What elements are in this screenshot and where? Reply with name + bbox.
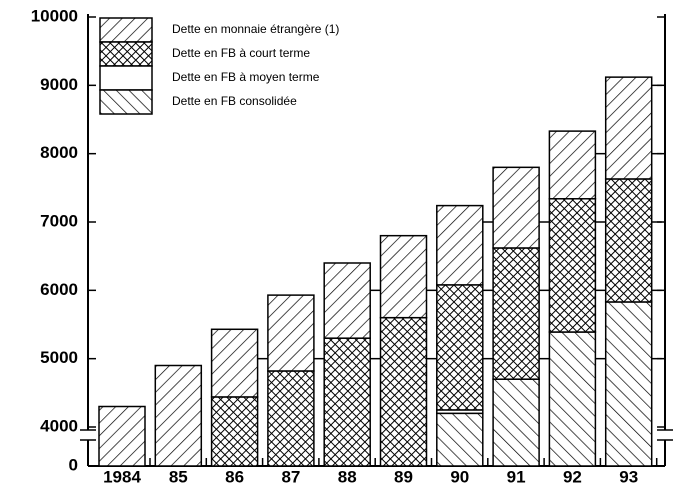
bar-segment	[548, 130, 597, 200]
bar-segment	[436, 412, 484, 467]
bar-segment	[436, 284, 484, 411]
x-tick-label: 90	[450, 467, 469, 486]
x-tick-label: 88	[338, 467, 357, 486]
bar-segment	[436, 204, 484, 286]
bar-segment	[210, 396, 259, 467]
bar-segment	[379, 234, 428, 319]
bar-segment	[267, 294, 315, 372]
x-tick-label: 86	[225, 467, 244, 486]
x-tick-label: 85	[169, 467, 188, 486]
x-tick-label: 91	[507, 467, 526, 486]
x-tick-label: 92	[563, 467, 582, 486]
legend-swatch	[99, 17, 153, 43]
bar-segment	[379, 316, 428, 467]
legend-swatch	[99, 65, 153, 91]
bar-segment	[323, 262, 371, 339]
bar-segment	[267, 370, 315, 467]
legend-label: Dette en FB à court terme	[172, 46, 310, 60]
bar-segment	[154, 364, 203, 467]
y-tick-label: 5000	[40, 348, 78, 367]
bar-segment	[604, 301, 653, 467]
bar-segment	[323, 337, 371, 467]
y-tick-label: 0	[69, 455, 78, 474]
legend-label: Dette en FB consolidée	[172, 94, 297, 108]
bar-segment	[548, 198, 597, 333]
bar-segment	[604, 178, 653, 303]
y-tick-label: 8000	[40, 143, 78, 162]
legend-swatch	[99, 41, 153, 67]
legend-swatch	[99, 89, 153, 115]
bar-segment	[492, 166, 540, 249]
bar-segment	[98, 405, 146, 467]
y-tick-label: 10000	[31, 6, 78, 25]
y-tick-label: 4000	[40, 416, 78, 435]
y-tick-label: 7000	[40, 211, 78, 230]
x-tick-label: 89	[394, 467, 413, 486]
x-tick-label: 87	[281, 467, 300, 486]
legend-label: Dette en FB à moyen terme	[172, 70, 320, 84]
bar-segment	[492, 247, 540, 380]
bar-segment	[210, 328, 259, 398]
x-tick-label: 93	[619, 467, 638, 486]
y-tick-label: 9000	[40, 75, 78, 94]
bar-segment	[604, 76, 653, 180]
x-tick-label: 1984	[103, 467, 141, 486]
bar-segment	[492, 378, 540, 467]
legend-label: Dette en monnaie étrangère (1)	[172, 22, 339, 36]
bar-segment	[548, 331, 597, 467]
y-tick-label: 6000	[40, 280, 78, 299]
